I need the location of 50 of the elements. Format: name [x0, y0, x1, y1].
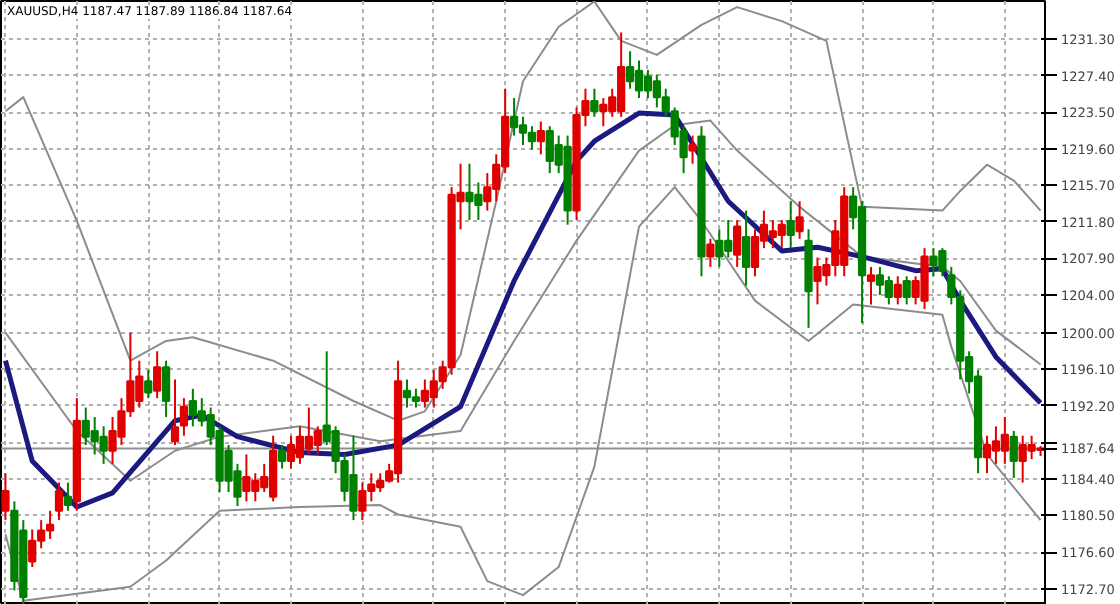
candlestick — [643, 68, 653, 100]
line-series — [4, 186, 1042, 602]
candlestick — [982, 434, 992, 475]
candlestick — [286, 434, 296, 470]
candlestick — [313, 425, 322, 456]
candlestick — [1, 472, 10, 522]
candlestick — [750, 228, 760, 278]
candlestick — [483, 172, 492, 212]
candlestick — [1027, 434, 1036, 461]
candlestick — [866, 265, 876, 306]
candlestick — [795, 200, 804, 240]
candlestick — [536, 120, 545, 156]
candlestick — [590, 87, 599, 118]
candlestick — [991, 425, 1001, 465]
candlestick — [733, 219, 742, 268]
candlestick — [893, 275, 902, 306]
candlestick — [741, 209, 751, 287]
candlestick — [28, 528, 37, 569]
candlestick — [875, 265, 885, 297]
candlestick — [509, 97, 519, 137]
candlestick — [161, 359, 171, 418]
candlestick — [1009, 430, 1018, 479]
candlestick — [518, 115, 528, 146]
candlestick — [63, 481, 73, 512]
candlestick — [902, 275, 911, 306]
candlestick — [153, 350, 162, 400]
candlestick — [277, 444, 287, 470]
candlestick — [599, 97, 608, 128]
candlestick — [884, 275, 893, 306]
candlestick — [242, 453, 251, 503]
candlestick — [786, 200, 795, 250]
candlestick — [527, 125, 537, 151]
candlestick — [1000, 415, 1009, 465]
candlestick — [634, 59, 644, 100]
candlestick — [170, 378, 180, 447]
candlestick — [715, 228, 724, 268]
candlestick — [54, 481, 64, 522]
candlestick — [411, 387, 421, 409]
candlestick — [625, 50, 635, 90]
candlestick — [144, 369, 153, 400]
candlestick — [45, 509, 55, 540]
candlestick — [402, 378, 412, 409]
candlestick — [99, 425, 108, 465]
candlestick — [295, 425, 305, 465]
candlestick — [777, 219, 786, 250]
candlestick — [688, 134, 697, 165]
candlestick — [706, 237, 715, 268]
line-series — [4, 1, 1042, 422]
candlestick — [358, 481, 367, 522]
candlestick — [179, 397, 189, 437]
